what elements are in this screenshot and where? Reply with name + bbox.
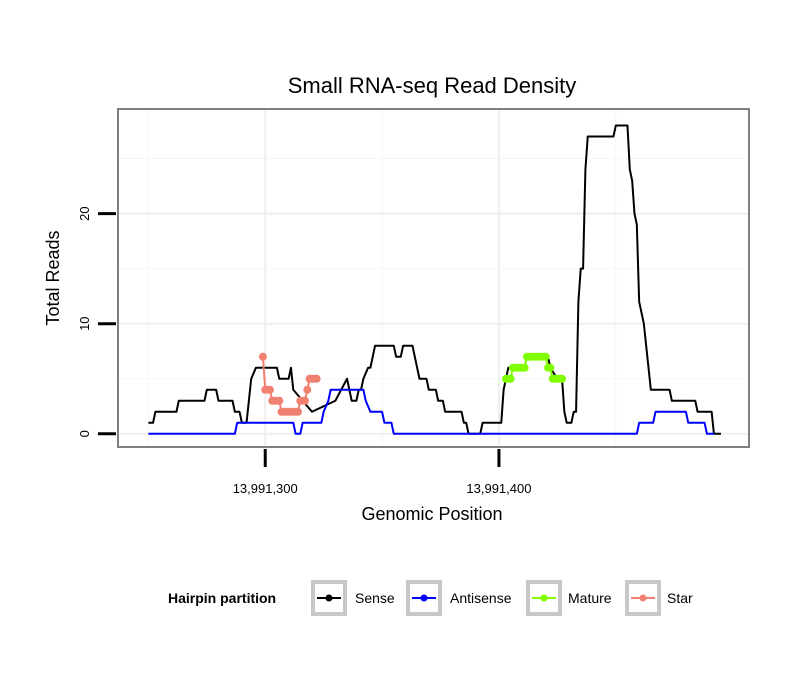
legend-label-sense: Sense [355, 590, 395, 606]
plot-panel-border [117, 108, 750, 448]
data-point-star [312, 374, 321, 383]
y-tick-label: 10 [77, 316, 92, 330]
legend-key-marker [540, 594, 548, 602]
y-tick-label: 20 [77, 206, 92, 220]
data-point-mature [541, 352, 550, 361]
legend: Hairpin partition Sense Antisense Mature St… [168, 580, 693, 616]
legend-item-antisense: Antisense [406, 580, 512, 616]
legend-title: Hairpin partition [168, 590, 276, 606]
series-layer [148, 124, 721, 435]
x-axis-title: Genomic Position [361, 504, 502, 524]
data-point-star [303, 385, 312, 394]
series-line-sense [148, 124, 721, 435]
data-point-mature [558, 374, 567, 383]
legend-label-mature: Mature [568, 590, 612, 606]
y-tick-label: 0 [77, 430, 92, 437]
chart-title: Small RNA-seq Read Density [288, 73, 577, 98]
data-point-mature [520, 363, 529, 372]
legend-item-star: Star [625, 580, 693, 616]
legend-item-sense: Sense [311, 580, 395, 616]
legend-item-mature: Mature [526, 580, 612, 616]
legend-key-marker [420, 594, 428, 602]
data-point-mature [506, 374, 515, 383]
data-point-star [275, 396, 284, 405]
x-tick-label: 13,991,400 [466, 481, 531, 496]
y-axis-title: Total Reads [43, 230, 63, 325]
data-point-star [293, 407, 302, 416]
legend-key-marker [639, 594, 647, 602]
data-point-star [258, 352, 267, 361]
axes-layer: 13,991,300 13,991,400 0 10 20 [77, 206, 531, 496]
x-tick-label: 13,991,300 [233, 481, 298, 496]
data-point-star [300, 396, 309, 405]
data-point-mature [546, 363, 555, 372]
legend-label-antisense: Antisense [450, 590, 512, 606]
legend-entries: Sense Antisense Mature Star [311, 580, 693, 616]
data-point-star [265, 385, 274, 394]
legend-label-star: Star [667, 590, 693, 606]
legend-key-marker [325, 594, 333, 602]
series-line-antisense [148, 388, 714, 435]
